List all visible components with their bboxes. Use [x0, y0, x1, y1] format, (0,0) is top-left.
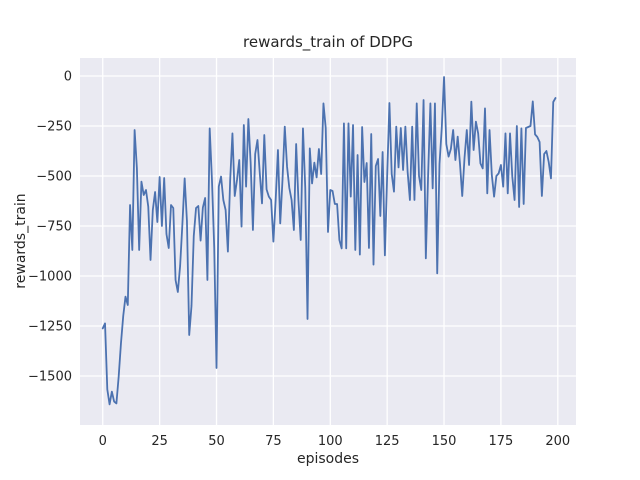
x-tick-label: 50 — [208, 434, 225, 449]
chart-title: rewards_train of DDPG — [243, 33, 413, 52]
y-tick-label: −250 — [36, 120, 72, 135]
data-series — [101, 76, 557, 406]
y-axis-label: rewards_train — [13, 193, 29, 288]
x-tick-label: 25 — [151, 434, 168, 449]
tick-labels: 0 25 50 75 100 125 150 175 200 0 −250 −500 −750 −1000… — [28, 70, 570, 450]
x-tick-label: 100 — [318, 434, 343, 449]
plot-area — [80, 58, 576, 425]
x-tick-label: 0 — [99, 434, 107, 449]
y-tick-label: −1000 — [28, 270, 72, 285]
y-tick-label: −1250 — [28, 320, 72, 335]
x-tick-label: 75 — [265, 434, 282, 449]
x-tick-label: 175 — [489, 434, 514, 449]
x-tick-label: 150 — [432, 434, 457, 449]
y-tick-label: −500 — [36, 170, 72, 185]
x-tick-label: 200 — [545, 434, 570, 449]
x-tick-label: 125 — [375, 434, 400, 449]
data-line-rewards_train — [101, 76, 557, 406]
y-tick-label: −1500 — [28, 370, 72, 385]
y-tick-label: 0 — [64, 70, 72, 85]
y-tick-label: −750 — [36, 220, 72, 235]
x-axis-label: episodes — [297, 451, 359, 467]
